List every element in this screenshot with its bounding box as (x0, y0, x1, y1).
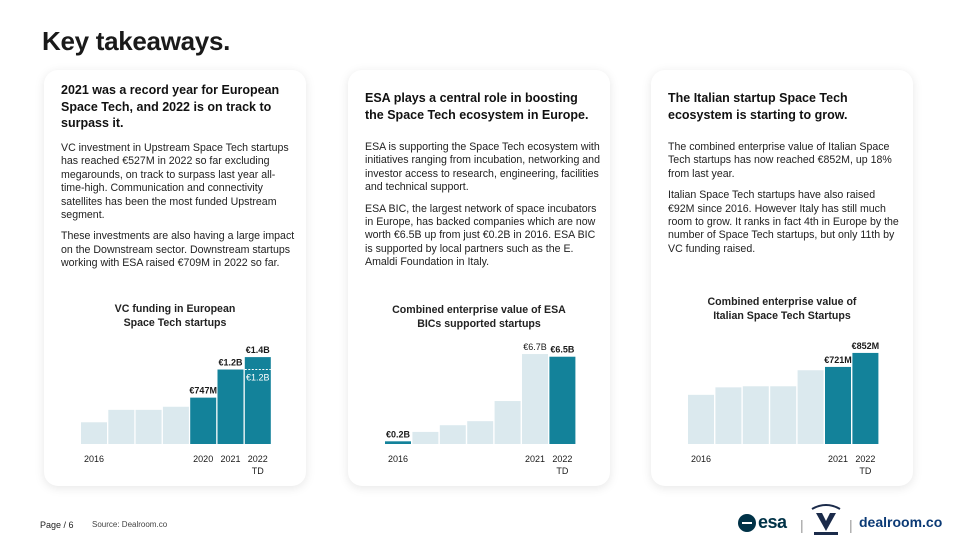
logo-divider: | (849, 517, 853, 533)
chart-tick-label: 2022 (855, 454, 875, 464)
chart-tick-label: 2022 (248, 454, 268, 464)
card-body: ESA is supporting the Space Tech ecosyst… (365, 141, 600, 278)
esa-logo-icon (738, 513, 756, 532)
chart-bar (688, 394, 714, 444)
card-paragraph: Italian Space Tech startups have also ra… (668, 189, 899, 255)
chart-bar (742, 386, 769, 444)
chart-bar (770, 386, 797, 444)
chart-bar (81, 422, 107, 444)
chart-tick-label: 2016 (691, 454, 711, 464)
chart-bar (217, 369, 244, 444)
card-body: VC investment in Upstream Space Tech sta… (61, 142, 296, 279)
chart-bar (135, 409, 162, 444)
chart-data-label: €1.4B (246, 345, 271, 355)
chart-tick-label: TD (556, 466, 568, 476)
chart-title: Combined enterprise value of Italian Spa… (707, 296, 857, 322)
esa-logo: esa (738, 512, 787, 533)
card-paragraph: ESA BIC, the largest network of space in… (365, 202, 597, 269)
esa-bic-chart: €0.2B €6.7B €6.5B 2016 2021 2022 TD (385, 342, 576, 476)
chart-title: Combined enterprise value of ESA BICs su… (392, 304, 566, 330)
chart-bar (522, 354, 548, 444)
chart-bar (797, 370, 824, 444)
chart-data-label: €721M (824, 355, 852, 365)
chart-title: VC funding in European Space Tech startu… (114, 303, 236, 329)
chart-data-label: €747M (189, 386, 217, 396)
chart-bar (715, 387, 742, 444)
chart-tick-label: 2021 (220, 454, 240, 464)
chart-tick-label: 2020 (193, 454, 213, 464)
chart-data-label: €852M (852, 341, 880, 351)
page-title: Key takeaways. (42, 26, 231, 56)
chart-bar (190, 397, 217, 444)
chart-data-label: €1.2B (246, 373, 270, 383)
card-heading: 2021 was a record year for European Spac… (61, 83, 280, 130)
chart-bar (439, 425, 466, 444)
chart-data-label: €6.5B (550, 345, 575, 355)
chart-bar (108, 409, 135, 444)
amaldi-foundation-logo (811, 504, 841, 535)
chart-bar (467, 421, 494, 444)
chart-tick-label: 2021 (828, 454, 848, 464)
chart-data-label: €1.2B (218, 358, 243, 368)
card-paragraph: These investments are also having a larg… (61, 230, 295, 270)
card-paragraph: VC investment in Upstream Space Tech sta… (61, 142, 289, 222)
chart-data-label: €6.7B (523, 342, 547, 352)
chart-tick-label: 2016 (388, 454, 408, 464)
logo-divider: | (800, 517, 804, 533)
dealroom-logo: dealroom.co (859, 514, 943, 530)
chart-bar (385, 441, 411, 444)
chart-data-label: €0.2B (386, 429, 411, 439)
esa-logo-text: esa (758, 512, 787, 532)
chart-tick-label: TD (859, 466, 871, 476)
card-body: The combined enterprise value of Italian… (668, 141, 903, 264)
source-note: Source: Dealroom.co (92, 520, 168, 529)
chart-tick-label: TD (252, 466, 264, 476)
chart-tick-label: 2016 (84, 454, 104, 464)
card-heading: The Italian startup Space Tech ecosystem… (668, 91, 848, 122)
takeaway-card-esa: ESA plays a central role in boosting the… (348, 70, 610, 486)
chart-bar (852, 352, 879, 444)
chart-bar (244, 357, 271, 444)
chart-bar (412, 431, 439, 444)
card-paragraph: The combined enterprise value of Italian… (668, 141, 892, 180)
chart-tick-label: 2022 (552, 454, 572, 464)
chart-bar (549, 356, 576, 444)
takeaway-card-italy: The Italian startup Space Tech ecosystem… (651, 70, 913, 486)
card-heading: ESA plays a central role in boosting the… (365, 91, 589, 122)
chart-bar (494, 401, 521, 444)
page-number: Page / 6 (40, 520, 74, 530)
card-paragraph: ESA is supporting the Space Tech ecosyst… (365, 141, 600, 194)
chart-bar (825, 366, 851, 444)
takeaway-card-funding: 2021 was a record year for European Spac… (44, 70, 306, 486)
italy-ev-chart: €721M€852M 2016 2021 2022 TD (688, 341, 880, 476)
chart-tick-label: 2021 (525, 454, 545, 464)
chart-bar (162, 406, 189, 444)
